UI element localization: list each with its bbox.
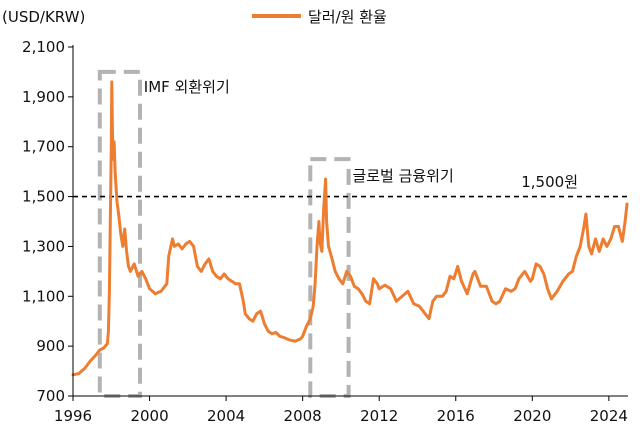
y-tick-label: 1,500 [22, 188, 65, 206]
y-tick-label: 1,100 [22, 287, 65, 305]
y-tick-label: 2,100 [22, 38, 65, 56]
legend: 달러/원 환율 [252, 8, 387, 26]
global-crisis-label: 글로벌 금융위기 [352, 167, 453, 185]
series-line-0 [71, 80, 629, 377]
x-tick-label: 2000 [130, 407, 168, 425]
reference-line-label: 1,500원 [521, 173, 578, 191]
y-tick-label: 1,300 [22, 237, 65, 255]
x-tick-label: 2020 [513, 407, 551, 425]
x-tick-label: 2004 [207, 407, 245, 425]
y-tick-label: 1,900 [22, 88, 65, 106]
x-tick-label: 2012 [360, 407, 398, 425]
legend-label: 달러/원 환율 [308, 8, 387, 26]
y-tick-label: 1,700 [22, 138, 65, 156]
x-tick-label: 2024 [590, 407, 628, 425]
unit-label: (USD/KRW) [2, 8, 85, 26]
imf-crisis-label: IMF 외환위기 [144, 78, 230, 96]
x-tick-label: 2016 [437, 407, 475, 425]
x-tick-label: 1996 [54, 407, 92, 425]
x-tick-label: 2008 [284, 407, 322, 425]
y-tick-label: 900 [36, 337, 65, 355]
y-tick-label: 700 [36, 387, 65, 405]
